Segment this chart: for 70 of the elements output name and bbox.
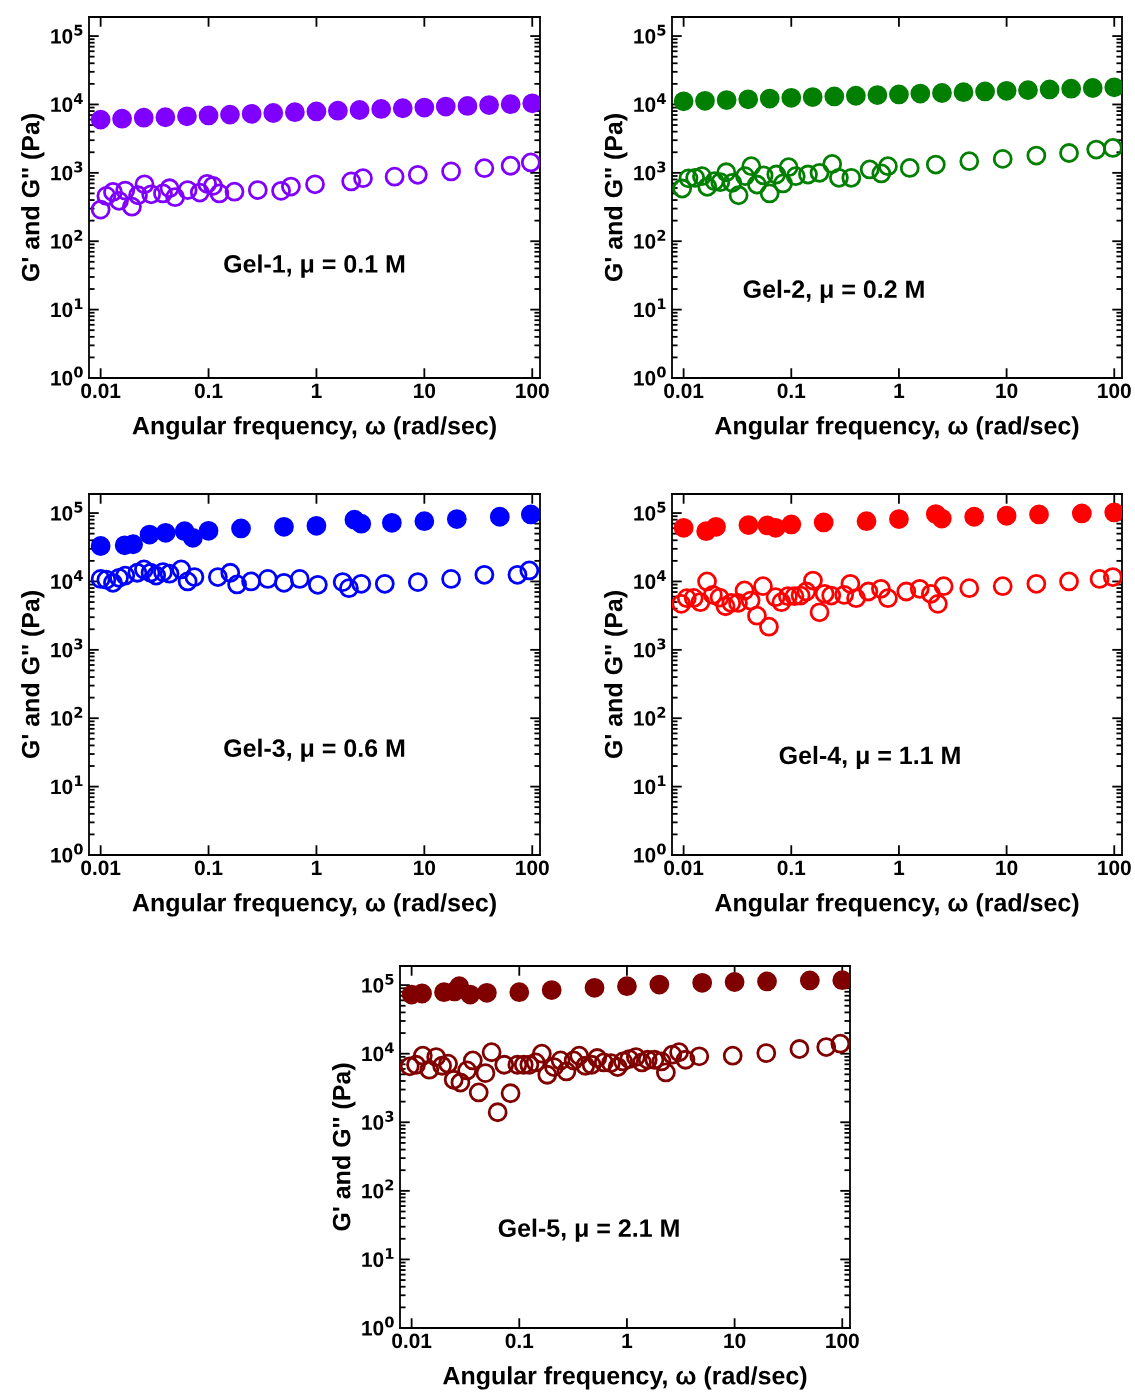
x-tick-label: 0.1 [777,383,806,399]
annotation: Gel-2, μ = 0.2 M [743,279,924,303]
y-axis-title: G' and G'' (Pa) [604,591,628,759]
x-axis-title: Angular frequency, ω (rad/sec) [132,893,496,917]
x-tick-label: 100 [1098,860,1131,876]
y-tick-label: 10$^{3}$ [51,638,83,658]
x-tick-label: 0.01 [664,860,704,876]
x-tick-label: 1 [622,1333,633,1348]
y-tick-label: 10$^{3}$ [634,638,666,658]
x-axis-title: Angular frequency, ω (rad/sec) [715,416,1079,440]
x-axis-title: Angular frequency, ω (rad/sec) [132,416,496,440]
y-axis-title: G' and G'' (Pa) [21,114,45,282]
y-tick-label: 10$^{2}$ [51,706,83,726]
y-tick-label: 10$^{4}$ [51,93,83,113]
y-tick-label: 10$^{2}$ [634,229,666,249]
x-tick-label: 0.1 [505,1333,534,1349]
y-tick-label: 10$^{0}$ [51,843,83,863]
x-tick-label: 10 [414,860,436,876]
y-tick-label: 10$^{0}$ [51,366,83,386]
y-tick-label: 10$^{5}$ [51,501,83,521]
y-tick-label: 10$^{0}$ [634,366,666,386]
x-tick-label: 0.01 [664,383,704,399]
x-axis-title: Angular frequency, ω (rad/sec) [443,1366,807,1390]
y-tick-label: 10$^{0}$ [362,1316,394,1336]
y-tick-label: 10$^{1}$ [362,1248,394,1268]
y-tick-label: 10$^{4}$ [634,570,666,590]
y-tick-label: 10$^{5}$ [634,24,666,44]
y-tick-label: 10$^{3}$ [634,161,666,181]
x-tick-label: 1 [311,383,322,398]
y-tick-label: 10$^{5}$ [51,24,83,44]
x-tick-label: 0.01 [81,860,121,876]
y-tick-label: 10$^{1}$ [51,775,83,795]
x-tick-label: 10 [996,383,1018,399]
x-tick-label: 0.01 [392,1333,432,1349]
y-tick-label: 10$^{1}$ [51,298,83,318]
x-tick-label: 1 [311,860,322,875]
y-axis-title: G' and G'' (Pa) [332,1063,356,1231]
y-tick-label: 10$^{3}$ [362,1110,394,1130]
x-tick-label: 10 [414,383,436,399]
annotation: Gel-1, μ = 0.1 M [224,254,405,278]
x-axis-title: Angular frequency, ω (rad/sec) [715,893,1079,917]
x-tick-label: 100 [516,860,549,876]
y-tick-label: 10$^{4}$ [634,93,666,113]
y-axis-title: G' and G'' (Pa) [604,114,628,282]
y-tick-label: 10$^{2}$ [51,229,83,249]
y-tick-label: 10$^{3}$ [51,161,83,181]
x-tick-label: 0.1 [777,860,806,876]
annotation: Gel-4, μ = 1.1 M [779,745,960,770]
y-tick-label: 10$^{0}$ [634,843,666,863]
y-tick-label: 10$^{2}$ [634,706,666,726]
x-tick-label: 10 [996,860,1018,876]
y-tick-label: 10$^{1}$ [634,775,666,795]
y-tick-label: 10$^{5}$ [634,501,666,521]
x-tick-label: 0.1 [194,383,223,399]
y-tick-label: 10$^{2}$ [362,1179,394,1199]
x-tick-label: 100 [1098,383,1131,399]
y-tick-label: 10$^{5}$ [362,973,394,993]
x-tick-label: 100 [826,1333,859,1349]
x-tick-label: 10 [724,1333,746,1349]
x-tick-label: 100 [516,383,549,399]
y-axis-title: G' and G'' (Pa) [21,591,45,759]
annotation: Gel-5, μ = 2.1 M [498,1218,679,1242]
y-tick-label: 10$^{4}$ [51,570,83,590]
y-tick-label: 10$^{4}$ [362,1042,394,1062]
annotation: Gel-3, μ = 0.6 M [224,738,405,762]
y-tick-label: 10$^{1}$ [634,298,666,318]
x-tick-label: 1 [894,383,905,398]
x-tick-label: 0.01 [81,383,121,399]
x-tick-label: 0.1 [194,860,223,876]
x-tick-label: 1 [894,860,905,875]
